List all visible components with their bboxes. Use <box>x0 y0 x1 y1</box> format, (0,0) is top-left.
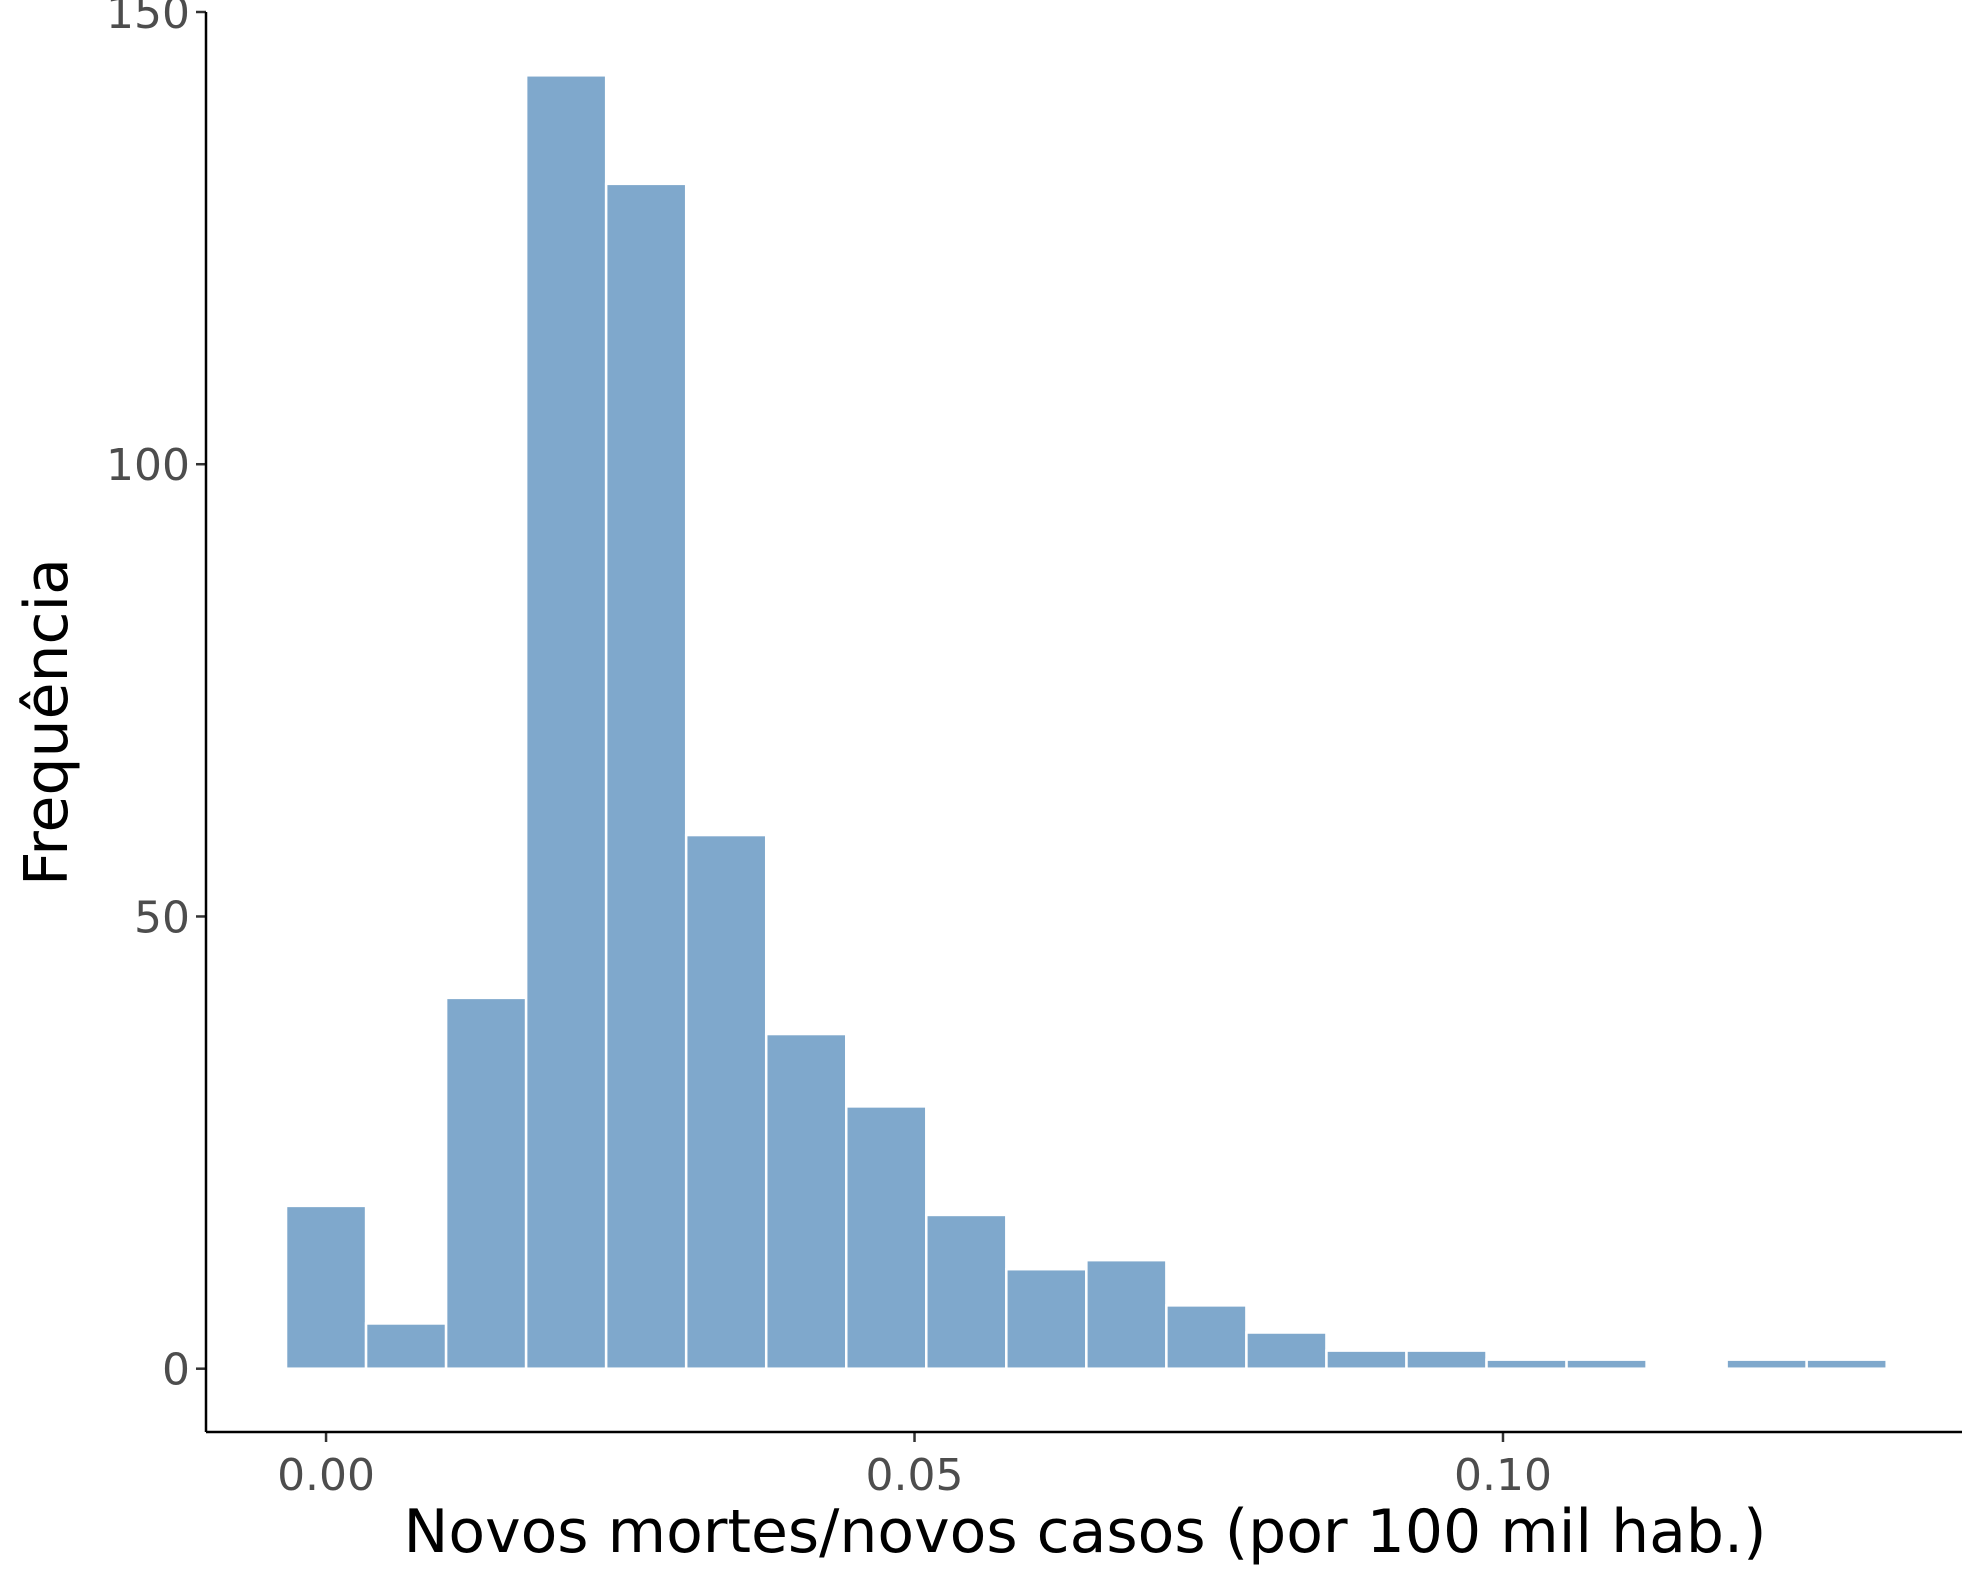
histogram-bar <box>764 1032 848 1370</box>
histogram-bar <box>1565 1358 1648 1370</box>
y-tick-label: 150 <box>106 0 190 39</box>
histogram-bar <box>364 1322 448 1370</box>
histogram-bars <box>284 74 1888 1370</box>
histogram-bar <box>604 182 688 1370</box>
y-tick-label: 50 <box>134 892 190 943</box>
histogram-bar <box>284 1204 368 1370</box>
x-axis-ticks: 0.00 0.05 0.10 <box>277 1432 1552 1501</box>
x-tick-label: 0.10 <box>1454 1450 1552 1501</box>
x-axis-title: Novos mortes/novos casos (por 100 mil ha… <box>404 1497 1767 1567</box>
histogram-bar <box>925 1213 1008 1370</box>
y-axis-ticks: 0 50 100 150 <box>106 0 206 1396</box>
histogram-bar <box>1325 1349 1408 1370</box>
histogram-bar <box>1405 1349 1488 1370</box>
histogram-bar <box>1725 1358 1808 1370</box>
histogram-bar <box>1485 1358 1568 1370</box>
histogram-bar <box>684 833 768 1370</box>
x-tick-label: 0.05 <box>866 1450 964 1501</box>
histogram-bar <box>1085 1258 1168 1370</box>
x-tick-label: 0.00 <box>277 1450 375 1501</box>
histogram-bar <box>1805 1358 1888 1370</box>
histogram-bar <box>845 1105 928 1370</box>
histogram-bar <box>1165 1304 1248 1370</box>
histogram-bar <box>524 74 608 1370</box>
y-tick-label: 100 <box>106 440 190 491</box>
histogram-bar <box>1005 1267 1088 1370</box>
y-tick-label: 0 <box>162 1345 190 1396</box>
histogram-bar <box>444 996 528 1370</box>
y-axis-title: Frequência <box>12 558 82 886</box>
histogram-bar <box>1245 1331 1328 1370</box>
